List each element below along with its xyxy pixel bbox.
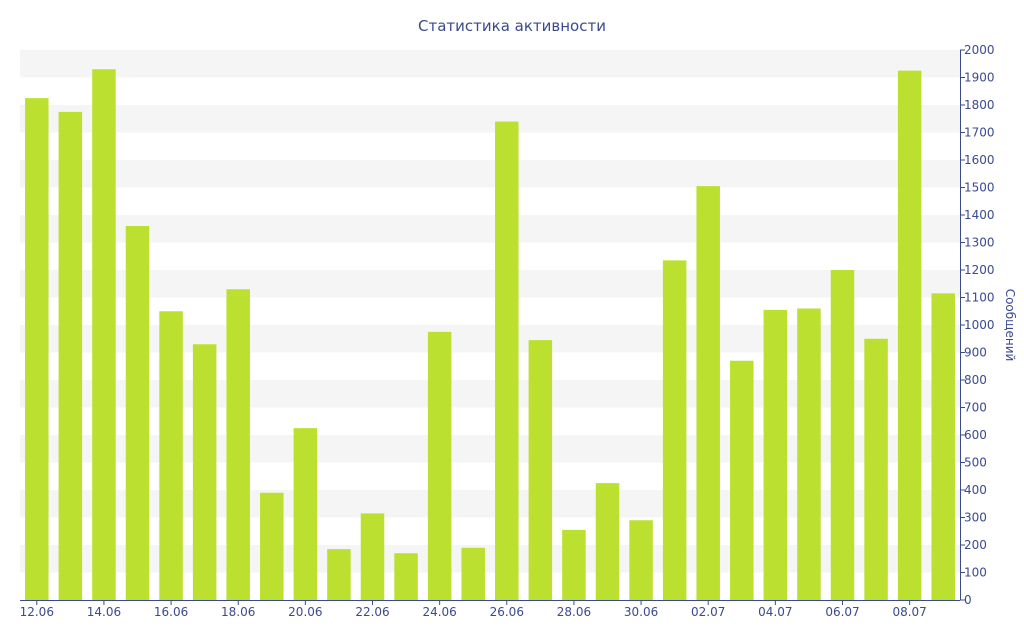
y-tick-label: 200	[964, 538, 987, 552]
bar	[562, 529, 586, 601]
bar	[662, 260, 687, 601]
axes	[20, 49, 965, 605]
bar	[394, 553, 418, 600]
bar	[327, 549, 351, 601]
x-tick-label: 28.06	[557, 605, 591, 619]
bar	[864, 338, 888, 600]
bar	[730, 360, 754, 600]
bar	[293, 428, 318, 601]
x-tick-label: 18.06	[221, 605, 255, 619]
y-tick-label: 100	[964, 566, 987, 580]
x-tick-label: 04.07	[758, 605, 792, 619]
x-tick-label: 16.06	[154, 605, 188, 619]
x-tick-label: 06.07	[825, 605, 859, 619]
bars	[25, 69, 955, 601]
bar	[629, 520, 653, 600]
bar	[427, 331, 452, 601]
bar	[360, 513, 385, 601]
bar	[528, 340, 553, 601]
x-tick-label: 14.06	[87, 605, 121, 619]
y-tick-label: 1200	[964, 263, 995, 277]
y-tick-label: 300	[964, 511, 987, 525]
bar	[159, 311, 183, 600]
y-tick-label: 1100	[964, 291, 995, 305]
bar	[495, 121, 519, 600]
x-tick-label: 30.06	[624, 605, 658, 619]
bar	[797, 308, 821, 600]
grid-band	[20, 270, 960, 298]
chart-title: Статистика активности	[418, 17, 606, 35]
y-tick-label: 1300	[964, 236, 995, 250]
y-tick-label: 1800	[964, 98, 995, 112]
x-tick-label: 24.06	[422, 605, 456, 619]
x-tick-labels: 12.06 14.06 16.06 18.06 20.06 22.06 24.06 26.06…	[20, 605, 927, 619]
y-tick-label: 1500	[964, 181, 995, 195]
y-tick-label: 600	[964, 428, 987, 442]
y-tick-label: 0	[964, 593, 972, 607]
x-tick-label: 20.06	[288, 605, 322, 619]
bar	[696, 186, 720, 600]
y-axis-label: Сообщений	[1003, 289, 1017, 362]
y-tick-label: 400	[964, 483, 987, 497]
bar	[931, 293, 955, 601]
y-tick-label: 2000	[964, 43, 995, 57]
x-tick-label: 08.07	[892, 605, 926, 619]
bar	[58, 111, 83, 601]
y-tick-label: 800	[964, 373, 987, 387]
y-tick-label: 1400	[964, 208, 995, 222]
grid-band	[20, 215, 960, 243]
grid-band	[20, 105, 960, 133]
bar	[92, 69, 116, 600]
x-tick-label: 12.06	[20, 605, 54, 619]
y-tick-label: 1900	[964, 71, 995, 85]
bar	[461, 547, 485, 600]
grid-band	[20, 50, 960, 78]
y-tick-label: 1700	[964, 126, 995, 140]
grid-band	[20, 160, 960, 188]
y-tick-label: 500	[964, 456, 987, 470]
x-tick-label: 22.06	[355, 605, 389, 619]
bar	[897, 70, 922, 601]
bar	[260, 492, 284, 600]
x-tick-label: 02.07	[691, 605, 725, 619]
bar	[125, 226, 150, 600]
x-tick-label: 26.06	[490, 605, 524, 619]
y-tick-label: 900	[964, 346, 987, 360]
bar	[192, 344, 217, 600]
y-tick-label: 1000	[964, 318, 995, 332]
bar	[226, 289, 250, 600]
bar	[595, 483, 620, 601]
y-tick-label: 700	[964, 401, 987, 415]
bar	[830, 270, 855, 600]
bar	[763, 309, 788, 601]
bar	[25, 98, 49, 601]
y-tick-labels: 0 100 200 300 400 500 600 700 800 900 1000 1100 1200…	[964, 43, 995, 607]
y-tick-label: 1600	[964, 153, 995, 167]
